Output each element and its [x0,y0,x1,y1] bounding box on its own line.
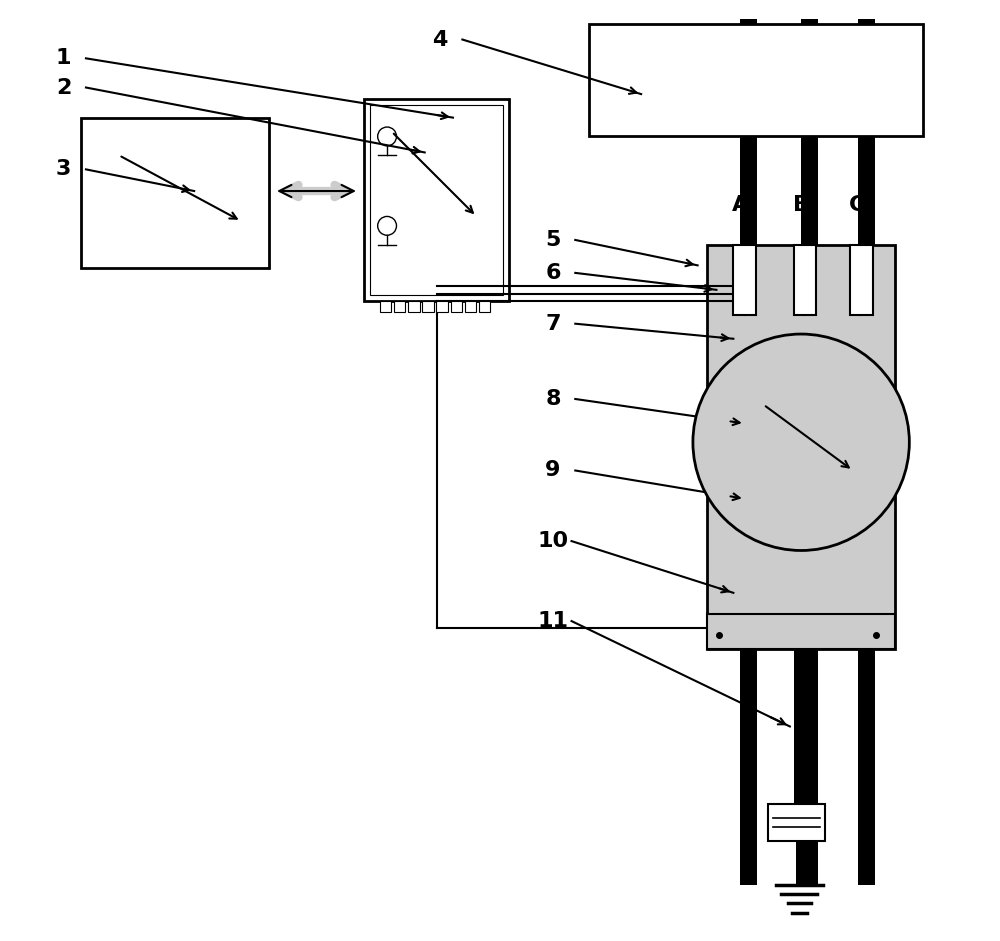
Text: 4: 4 [432,29,448,50]
Text: 8: 8 [545,389,561,409]
Text: 2: 2 [56,77,71,98]
Bar [801,19,818,885]
Bar [794,245,816,315]
Bar [364,99,509,301]
Bar [733,245,756,315]
Bar [589,24,923,136]
Bar [796,841,805,885]
Text: 10: 10 [538,531,569,551]
Bar [380,301,391,312]
Circle shape [693,334,909,550]
Bar [768,804,825,841]
Bar [436,301,448,312]
Bar [707,245,895,649]
Text: 6: 6 [545,263,561,283]
Bar [81,118,269,268]
Text: B: B [793,195,810,215]
Bar [451,301,462,312]
Bar [850,245,873,315]
Text: 9: 9 [545,460,561,481]
Bar [858,19,875,885]
Text: 1: 1 [56,48,71,69]
Bar [394,301,405,312]
Bar [479,301,490,312]
Bar [740,19,757,885]
Bar [794,649,809,805]
Bar [422,301,434,312]
Text: 11: 11 [538,611,569,631]
Text: 7: 7 [545,313,561,334]
Bar [408,301,420,312]
Text: 5: 5 [545,230,561,250]
Bar [794,804,809,805]
Bar [465,301,476,312]
Text: 3: 3 [56,159,71,180]
Text: C: C [849,195,865,215]
Bar [370,105,503,295]
Bar [707,614,895,649]
Text: A: A [731,195,749,215]
